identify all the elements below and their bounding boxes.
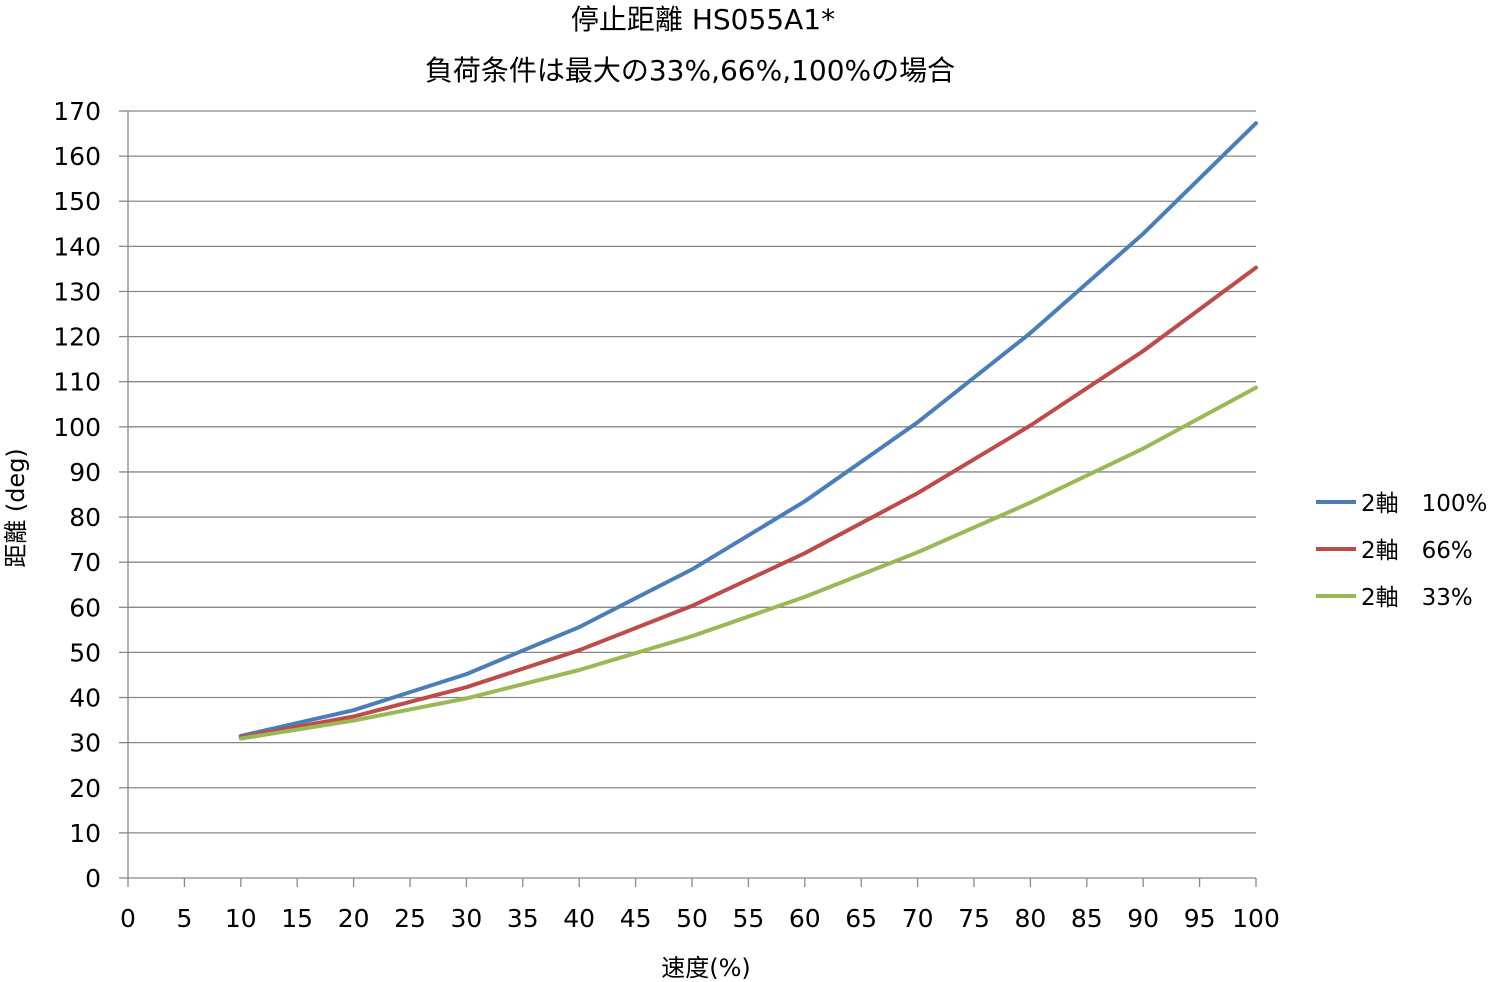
y-tick-label: 120: [53, 323, 101, 352]
x-tick-label: 55: [732, 904, 764, 933]
x-tick-label: 65: [845, 904, 877, 933]
x-tick-label: 85: [1071, 904, 1103, 933]
x-axis-title: 速度(%): [661, 954, 751, 982]
series-line-1: [238, 265, 1258, 740]
gridlines: [119, 110, 1256, 879]
y-tick-label: 30: [69, 729, 101, 758]
x-tick-label: 25: [394, 904, 426, 933]
y-tick-label: 130: [53, 277, 101, 306]
x-tick-label: 90: [1127, 904, 1159, 933]
x-tick-label: 75: [958, 904, 990, 933]
x-tick-label: 0: [120, 904, 136, 933]
x-tick-label: 70: [902, 904, 934, 933]
series-line-2: [238, 385, 1258, 741]
y-tick-label: 0: [85, 864, 101, 893]
y-tick-label: 170: [53, 97, 101, 126]
series-lines: [238, 121, 1258, 741]
x-tick-label: 35: [507, 904, 539, 933]
chart-subtitle: 負荷条件は最大の33%,66%,100%の場合: [425, 54, 955, 87]
axes: [127, 111, 1257, 887]
y-tick-label: 140: [53, 232, 101, 261]
x-tick-label: 5: [176, 904, 192, 933]
x-tick-label: 20: [338, 904, 370, 933]
y-tick-labels: 0 10 20 30 40 50 60 70 80 90 100 110 120 130 140 150 160…: [53, 97, 101, 893]
y-tick-label: 150: [53, 187, 101, 216]
x-tick-label: 95: [1184, 904, 1216, 933]
chart-title: 停止距離 HS055A1*: [571, 3, 835, 36]
y-tick-label: 80: [69, 503, 101, 532]
y-tick-label: 60: [69, 593, 101, 622]
x-tick-label: 100: [1232, 904, 1280, 933]
x-tick-label: 40: [563, 904, 595, 933]
y-tick-label: 10: [69, 819, 101, 848]
y-tick-label: 40: [69, 684, 101, 713]
y-tick-label: 70: [69, 548, 101, 577]
x-tick-label: 15: [281, 904, 313, 933]
y-axis-title: 距離 (deg): [2, 448, 30, 568]
x-tick-label: 80: [1014, 904, 1046, 933]
x-tick-label: 10: [225, 904, 257, 933]
y-tick-label: 90: [69, 458, 101, 487]
x-tick-label: 45: [620, 904, 652, 933]
x-tick-label: 50: [676, 904, 708, 933]
x-tick-labels: 0 5 10 15 20 25 30 35 40 45 50 55 60 65 70 75 80 85 90 95 10…: [120, 904, 1280, 933]
y-tick-label: 20: [69, 774, 101, 803]
legend-label-0: 2軸 100%: [1361, 491, 1487, 517]
y-tick-label: 110: [53, 368, 101, 397]
y-tick-label: 50: [69, 638, 101, 667]
x-tick-label: 30: [450, 904, 482, 933]
x-tick-label: 60: [789, 904, 821, 933]
legend: 2軸 100% 2軸 66% 2軸 33%: [1316, 491, 1487, 611]
legend-label-1: 2軸 66%: [1361, 538, 1473, 564]
y-tick-label: 160: [53, 142, 101, 171]
y-tick-label: 100: [53, 413, 101, 442]
legend-label-2: 2軸 33%: [1361, 585, 1473, 611]
series-line-0: [238, 121, 1258, 738]
